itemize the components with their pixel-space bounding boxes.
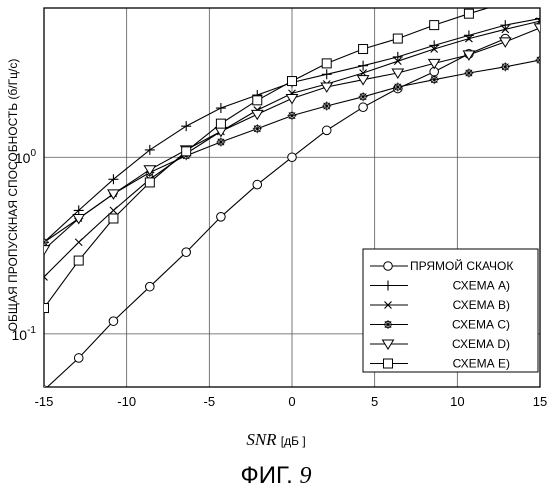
x-axis-label-unit: [дБ ] — [281, 434, 306, 448]
x-tick-label: 10 — [450, 394, 464, 409]
x-tick-label: 5 — [371, 394, 378, 409]
data-point — [322, 69, 332, 79]
data-point — [110, 207, 117, 214]
x-tick-label: 15 — [533, 394, 547, 409]
y-tick-exponent: 0 — [30, 148, 36, 159]
data-point — [288, 153, 297, 162]
data-point — [253, 96, 262, 105]
legend-label: СХЕМА E) — [453, 357, 510, 371]
data-point — [322, 59, 331, 68]
x-tick-label: -10 — [117, 394, 136, 409]
data-point — [253, 180, 262, 189]
data-point — [393, 34, 402, 43]
data-point — [358, 61, 368, 71]
data-point — [74, 354, 83, 363]
data-point — [536, 56, 545, 65]
data-point — [500, 38, 511, 47]
data-point — [287, 95, 298, 104]
data-point — [108, 190, 119, 199]
data-point — [430, 75, 439, 84]
figure-caption: ФИГ. 9 — [0, 462, 552, 490]
x-axis-label-main: SNR — [246, 430, 276, 449]
data-point — [145, 145, 155, 155]
data-point — [109, 317, 118, 326]
data-point — [39, 246, 50, 255]
data-point — [75, 239, 82, 246]
legend-label: СХЕМА C) — [452, 318, 510, 332]
legend-label: СХЕМА A) — [453, 279, 510, 293]
data-point — [216, 119, 225, 128]
data-point — [430, 21, 439, 30]
data-point — [464, 9, 473, 18]
legend-marker — [384, 262, 393, 271]
data-point — [40, 304, 49, 313]
x-tick-label: 0 — [288, 394, 295, 409]
data-point — [216, 103, 226, 113]
legend-label: ПРЯМОЙ СКАЧОК — [410, 258, 513, 273]
legend-marker — [384, 320, 393, 329]
data-point — [182, 248, 191, 257]
data-point — [535, 24, 546, 33]
data-point — [146, 282, 155, 291]
data-point — [359, 103, 368, 112]
data-point — [321, 83, 332, 92]
data-point — [74, 256, 83, 265]
x-tick-label: -15 — [35, 394, 54, 409]
legend: ПРЯМОЙ СКАЧОК СХЕМА A) СХЕМА B) СХЕМА C) СХЕ… — [363, 249, 538, 372]
data-point — [288, 77, 297, 86]
data-point — [252, 110, 263, 119]
data-point — [215, 127, 226, 136]
data-point — [181, 121, 191, 131]
data-point — [253, 124, 262, 133]
data-point — [322, 126, 331, 135]
data-point — [217, 212, 226, 221]
y-axis-label: ОБЩАЯ ПРОПУСКНАЯ СПОСОБНОСТЬ (б/Гц/с) — [6, 59, 20, 332]
data-point — [288, 111, 297, 120]
data-point — [359, 45, 368, 54]
data-point — [322, 102, 331, 111]
legend-label: СХЕМА D) — [452, 337, 510, 351]
y-tick-exponent: -1 — [27, 325, 36, 336]
data-point — [182, 147, 191, 156]
data-point — [501, 0, 510, 7]
data-point — [359, 92, 368, 101]
x-axis-label: SNR [дБ ] — [0, 430, 552, 450]
legend-label: СХЕМА B) — [453, 298, 510, 312]
data-point — [216, 137, 225, 146]
figure-caption-text: ФИГ. — [241, 462, 293, 489]
data-point — [393, 82, 402, 91]
data-point — [109, 214, 118, 223]
data-point — [145, 178, 154, 187]
x-tick-label: -5 — [204, 394, 216, 409]
data-point — [464, 68, 473, 77]
figure-caption-number: 9 — [299, 463, 311, 489]
data-point — [501, 62, 510, 71]
legend-marker — [384, 359, 393, 368]
